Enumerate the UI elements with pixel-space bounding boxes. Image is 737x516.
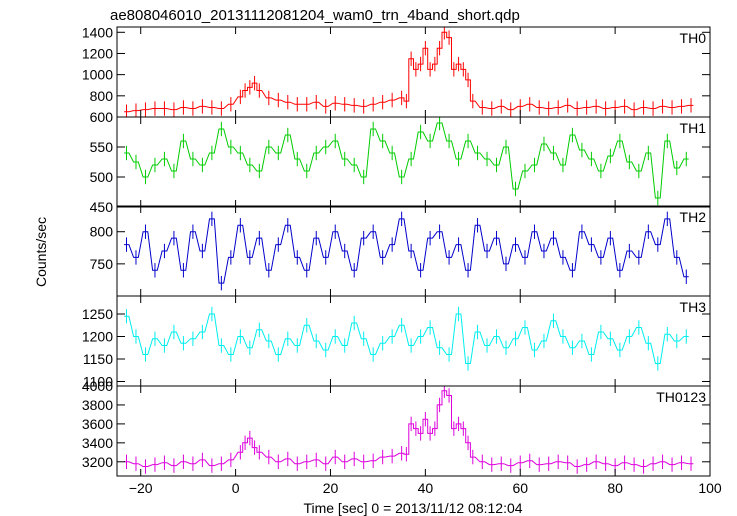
y-tick-label: 1200 [82, 45, 113, 61]
y-tick-label: 1200 [82, 329, 113, 345]
x-tick-label: 100 [698, 480, 722, 496]
y-tick-label: 3200 [82, 454, 113, 470]
panel-th0123: 3200 3400 3600 3800 4000 TH0123 [82, 378, 711, 477]
x-tick-label: −20 [129, 480, 153, 496]
panel-th3: 1100 1150 1200 1250 TH3 [82, 295, 711, 390]
y-tick-label: 1400 [82, 24, 113, 40]
panel-label: TH3 [680, 299, 707, 315]
x-tick-label: 80 [607, 480, 623, 496]
y-axis-label: Counts/sec [33, 217, 49, 287]
y-tick-label: 1100 [83, 374, 113, 390]
series-line-th3 [124, 313, 689, 364]
y-tick-label: 3400 [82, 435, 113, 451]
y-tick-label: 550 [90, 139, 114, 155]
y-tick-label: 1000 [82, 67, 113, 83]
panel-th0: 600 800 1000 1200 1400 TH0 [82, 24, 711, 125]
x-tick-label: 40 [418, 480, 434, 496]
series-line-th1 [124, 122, 689, 199]
panel-label: TH1 [680, 120, 707, 136]
y-tick-label: 750 [90, 256, 114, 272]
series-line-th0 [124, 31, 694, 113]
y-tick-label: 800 [90, 88, 114, 104]
x-tick-label: 20 [323, 480, 339, 496]
y-tick-label: 1250 [82, 306, 113, 322]
panel-frame [116, 116, 711, 208]
series-line-th0123 [124, 390, 694, 467]
series-line-th2 [124, 218, 689, 284]
panel-th1: 450 500 550 TH1 [90, 116, 711, 215]
y-tick-label: 600 [90, 109, 114, 125]
panel-label: TH0 [680, 30, 707, 46]
panel-th2: 750 800 TH2 [90, 205, 711, 297]
y-tick-label: 3600 [82, 416, 113, 432]
y-tick-label: 800 [90, 224, 114, 240]
x-axis-label: Time [sec] 0 = 2013/11/12 08:12:04 [303, 500, 522, 516]
chart-title: ae808046010_20131112081204_wam0_trn_4ban… [110, 7, 520, 24]
x-tick-label: 0 [232, 480, 240, 496]
y-tick-label: 1150 [83, 351, 113, 367]
x-tick-label: 60 [512, 480, 528, 496]
y-tick-label: 4000 [82, 378, 113, 394]
y-tick-label: 3800 [82, 397, 113, 413]
panel-label: TH2 [680, 209, 707, 225]
y-tick-label: 450 [90, 199, 114, 215]
y-tick-label: 500 [90, 169, 114, 185]
panel-frame [116, 295, 711, 387]
panel-label: TH0123 [656, 389, 706, 405]
panel-frame [116, 26, 711, 118]
panel-frame [116, 385, 711, 477]
